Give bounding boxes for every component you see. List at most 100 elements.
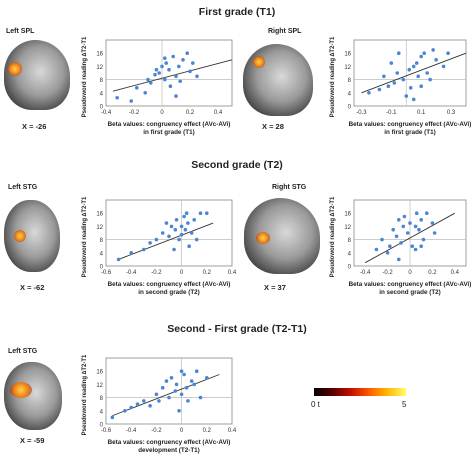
data-point bbox=[169, 376, 174, 380]
data-point bbox=[116, 257, 121, 262]
data-point bbox=[392, 81, 397, 85]
y-tick-label: 12 bbox=[96, 225, 103, 231]
y-axis-label: Pseudoword reading ∆T2-T1 bbox=[81, 36, 88, 117]
data-point bbox=[164, 61, 168, 65]
data-point bbox=[377, 87, 382, 92]
x-tick-label: -0.3 bbox=[356, 110, 367, 116]
y-axis-label: Pseudoword reading ∆T2-T1 bbox=[81, 354, 88, 435]
data-point bbox=[191, 61, 195, 65]
data-point bbox=[174, 94, 178, 98]
data-point bbox=[441, 64, 446, 69]
x-axis-label: Beta values: congruency effect (AVc-AVi) bbox=[349, 281, 472, 288]
data-point bbox=[416, 74, 421, 79]
data-point bbox=[419, 54, 423, 59]
brain-slice-right-spl bbox=[243, 44, 313, 116]
data-point bbox=[167, 395, 171, 400]
data-point bbox=[179, 392, 184, 397]
data-point bbox=[188, 69, 192, 74]
data-point bbox=[179, 224, 184, 229]
data-point bbox=[421, 237, 426, 242]
y-tick-label: 4 bbox=[100, 251, 104, 257]
brain-slice-left-spl bbox=[4, 40, 70, 110]
x-tick-label: -0.6 bbox=[101, 270, 112, 276]
y-tick-label: 4 bbox=[100, 409, 104, 415]
activation-cluster bbox=[256, 232, 270, 244]
data-point bbox=[198, 395, 203, 400]
y-tick-label: 8 bbox=[100, 238, 104, 244]
plot-frame bbox=[353, 39, 467, 107]
x-coordinate-left-spl: X = -26 bbox=[22, 122, 47, 131]
y-tick-label: 16 bbox=[96, 212, 103, 218]
data-point bbox=[413, 224, 418, 229]
x-tick-label: -0.4 bbox=[101, 110, 112, 116]
y-tick-label: 0 bbox=[348, 265, 352, 271]
data-point bbox=[405, 231, 410, 235]
data-point bbox=[186, 399, 190, 403]
data-point bbox=[154, 392, 159, 397]
data-point bbox=[167, 234, 171, 239]
x-coordinate-right-stg: X = 37 bbox=[264, 283, 286, 292]
data-point bbox=[135, 402, 140, 406]
data-point bbox=[434, 58, 438, 62]
y-tick-label: 8 bbox=[348, 78, 352, 84]
data-point bbox=[386, 84, 391, 88]
data-point bbox=[153, 72, 157, 77]
x-tick-label: 0 bbox=[160, 110, 164, 116]
data-point bbox=[389, 61, 394, 65]
regression-line bbox=[361, 52, 467, 94]
data-point bbox=[129, 405, 133, 410]
data-point bbox=[417, 227, 421, 232]
data-point bbox=[181, 58, 185, 62]
data-point bbox=[186, 221, 190, 225]
x-axis-label: Beta values: congruency effect (AVc-AVi) bbox=[349, 121, 472, 128]
plot-frame bbox=[105, 199, 233, 267]
data-point bbox=[167, 67, 171, 72]
data-point bbox=[192, 218, 196, 222]
data-point bbox=[123, 409, 127, 413]
x-axis-label-line2: development (T2-T1) bbox=[138, 447, 200, 454]
data-point bbox=[184, 385, 189, 390]
data-point bbox=[385, 251, 390, 255]
data-point bbox=[195, 74, 199, 79]
x-axis-label: Beta values: congruency effect (AVc-AVi) bbox=[108, 121, 231, 128]
section-title-first-grade: First grade (T1) bbox=[198, 6, 276, 18]
y-tick-label: 16 bbox=[96, 52, 103, 58]
data-point bbox=[177, 409, 181, 413]
data-point bbox=[115, 95, 119, 100]
data-point bbox=[172, 247, 176, 252]
section-title-second-grade: Second grade (T2) bbox=[191, 159, 283, 171]
data-point bbox=[148, 404, 152, 408]
data-point bbox=[110, 415, 115, 420]
data-point bbox=[395, 71, 400, 75]
data-point bbox=[149, 81, 153, 85]
y-axis-label: Pseudoword reading ∆T2-T1 bbox=[81, 196, 88, 277]
data-point bbox=[391, 227, 395, 232]
activation-cluster bbox=[253, 56, 265, 68]
y-tick-label: 4 bbox=[348, 91, 352, 97]
activation-cluster bbox=[8, 62, 22, 76]
x-tick-label: -0.2 bbox=[151, 428, 162, 434]
x-tick-label: 0.4 bbox=[228, 270, 237, 276]
activation-cluster bbox=[14, 230, 26, 242]
data-point bbox=[179, 369, 184, 373]
data-point bbox=[157, 71, 161, 75]
data-point bbox=[394, 234, 399, 239]
x-axis-label: Beta values: congruency effect (AVc-AVi) bbox=[108, 439, 231, 446]
data-point bbox=[198, 211, 203, 215]
data-point bbox=[411, 97, 416, 102]
data-point bbox=[142, 399, 146, 403]
y-tick-label: 8 bbox=[100, 78, 104, 84]
data-point bbox=[146, 77, 150, 82]
data-point bbox=[397, 51, 401, 55]
brain-slice-left-stg-dev bbox=[4, 362, 62, 430]
x-tick-label: 0 bbox=[180, 270, 184, 276]
data-point bbox=[404, 94, 409, 98]
data-point bbox=[163, 77, 167, 82]
data-point bbox=[148, 241, 152, 245]
data-point bbox=[163, 56, 167, 60]
x-tick-label: 0.4 bbox=[214, 110, 223, 116]
data-point bbox=[414, 211, 419, 215]
x-coordinate-left-stg-dev: X = -59 bbox=[20, 436, 45, 445]
scatter-plot-left-spl-t1: 0 4 8 12 16 -0.4 -0.2 0 0.2 0.4 Pseudoword reading… bbox=[81, 36, 233, 136]
data-point bbox=[419, 218, 423, 222]
